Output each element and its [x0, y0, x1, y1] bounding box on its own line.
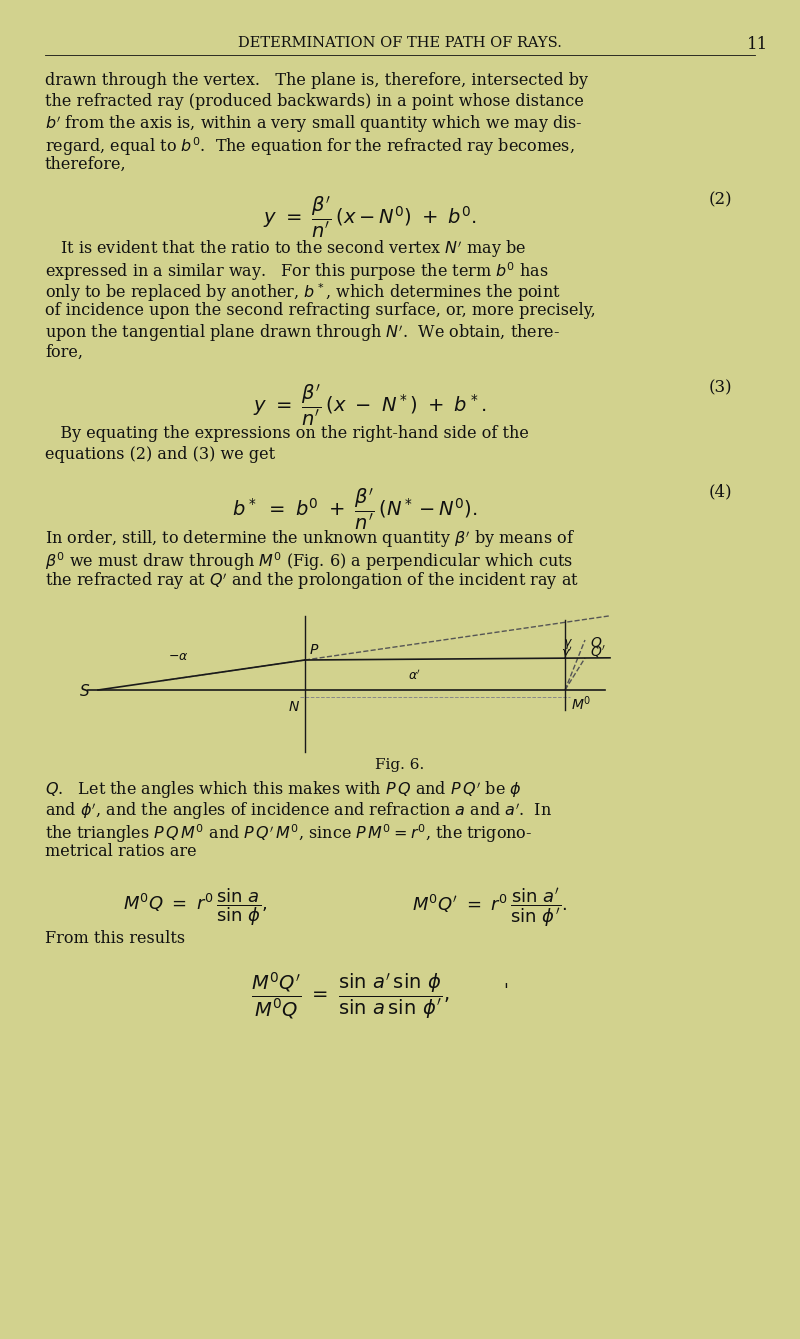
- Text: of incidence upon the second refracting surface, or, more precisely,: of incidence upon the second refracting …: [45, 303, 596, 319]
- Text: $P$: $P$: [309, 643, 319, 657]
- Text: 11: 11: [747, 36, 769, 54]
- Text: By equating the expressions on the right-hand side of the: By equating the expressions on the right…: [45, 424, 529, 442]
- Text: ': ': [503, 983, 508, 1002]
- Text: $N$: $N$: [288, 700, 300, 714]
- Text: In order, still, to determine the unknown quantity $\beta'$ by means of: In order, still, to determine the unknow…: [45, 529, 575, 550]
- Text: $\gamma'$: $\gamma'$: [561, 644, 573, 661]
- Text: $\gamma$: $\gamma$: [563, 637, 573, 651]
- Text: equations (2) and (3) we get: equations (2) and (3) we get: [45, 446, 275, 463]
- Text: upon the tangential plane drawn through $N'$.  We obtain, there-: upon the tangential plane drawn through …: [45, 323, 560, 344]
- Text: expressed in a similar way.   For this purpose the term $b^0$ has: expressed in a similar way. For this pur…: [45, 260, 549, 283]
- Text: the refracted ray (produced backwards) in a point whose distance: the refracted ray (produced backwards) i…: [45, 92, 584, 110]
- Text: $y \ = \ \dfrac{\beta'}{n'}\,(x \ - \ N^*) \ + \ b^*.$: $y \ = \ \dfrac{\beta'}{n'}\,(x \ - \ N^…: [253, 383, 487, 428]
- Text: (4): (4): [708, 483, 732, 499]
- Text: DETERMINATION OF THE PATH OF RAYS.: DETERMINATION OF THE PATH OF RAYS.: [238, 36, 562, 50]
- Text: $b'$ from the axis is, within a very small quantity which we may dis-: $b'$ from the axis is, within a very sma…: [45, 114, 582, 135]
- Text: $M^0$: $M^0$: [571, 694, 591, 712]
- Text: $\beta^0$ we must draw through $M^0$ (Fig. 6) a perpendicular which cuts: $\beta^0$ we must draw through $M^0$ (Fi…: [45, 550, 574, 573]
- Text: the refracted ray at $Q'$ and the prolongation of the incident ray at: the refracted ray at $Q'$ and the prolon…: [45, 570, 579, 592]
- Text: $Q'$: $Q'$: [590, 644, 606, 660]
- Text: $Q$.   Let the angles which this makes with $P\,Q$ and $P\,Q'$ be $\phi$: $Q$. Let the angles which this makes wit…: [45, 781, 522, 801]
- Text: $\alpha'$: $\alpha'$: [409, 668, 422, 683]
- Text: $M^0Q' \ = \ r^0\,\dfrac{\sin\,a'}{\sin\,\phi'}.$: $M^0Q' \ = \ r^0\,\dfrac{\sin\,a'}{\sin\…: [413, 886, 567, 929]
- Text: the triangles $P\,Q\,M^0$ and $P\,Q'\,M^0$, since $P\,M^0=r^0$, the trigono-: the triangles $P\,Q\,M^0$ and $P\,Q'\,M^…: [45, 822, 532, 845]
- Text: $-\alpha$: $-\alpha$: [168, 649, 188, 663]
- Text: $\dfrac{M^0Q'}{M^0Q} \ = \ \dfrac{\sin\,a'\,\sin\,\phi}{\sin\,a\,\sin\,\phi'},$: $\dfrac{M^0Q'}{M^0Q} \ = \ \dfrac{\sin\,…: [251, 971, 449, 1022]
- Text: $y \ = \ \dfrac{\beta'}{n'}\,(x - N^0) \ + \ b^0.$: $y \ = \ \dfrac{\beta'}{n'}\,(x - N^0) \…: [263, 195, 477, 241]
- Text: $Q$: $Q$: [590, 635, 602, 649]
- Text: only to be replaced by another, $b^*$, which determines the point: only to be replaced by another, $b^*$, w…: [45, 281, 561, 304]
- Text: drawn through the vertex.   The plane is, therefore, intersected by: drawn through the vertex. The plane is, …: [45, 72, 588, 88]
- Text: metrical ratios are: metrical ratios are: [45, 844, 197, 860]
- Text: fore,: fore,: [45, 344, 83, 362]
- Text: $M^0Q \ = \ r^0\,\dfrac{\sin\,a}{\sin\,\phi},$: $M^0Q \ = \ r^0\,\dfrac{\sin\,a}{\sin\,\…: [122, 886, 267, 928]
- Text: (2): (2): [708, 191, 732, 208]
- Text: (3): (3): [708, 379, 732, 396]
- Text: It is evident that the ratio to the second vertex $N'$ may be: It is evident that the ratio to the seco…: [45, 238, 526, 260]
- Text: therefore,: therefore,: [45, 157, 126, 173]
- Text: $S$: $S$: [78, 683, 90, 699]
- Text: From this results: From this results: [45, 931, 185, 947]
- Text: $b^* \ = \ b^0 \ + \ \dfrac{\beta'}{n'}\,(N^* - N^0).$: $b^* \ = \ b^0 \ + \ \dfrac{\beta'}{n'}\…: [232, 487, 478, 533]
- Text: regard, equal to $b^0$.  The equation for the refracted ray becomes,: regard, equal to $b^0$. The equation for…: [45, 135, 574, 158]
- Text: Fig. 6.: Fig. 6.: [375, 758, 425, 773]
- Text: and $\phi'$, and the angles of incidence and refraction $a$ and $a'$.  In: and $\phi'$, and the angles of incidence…: [45, 801, 552, 822]
